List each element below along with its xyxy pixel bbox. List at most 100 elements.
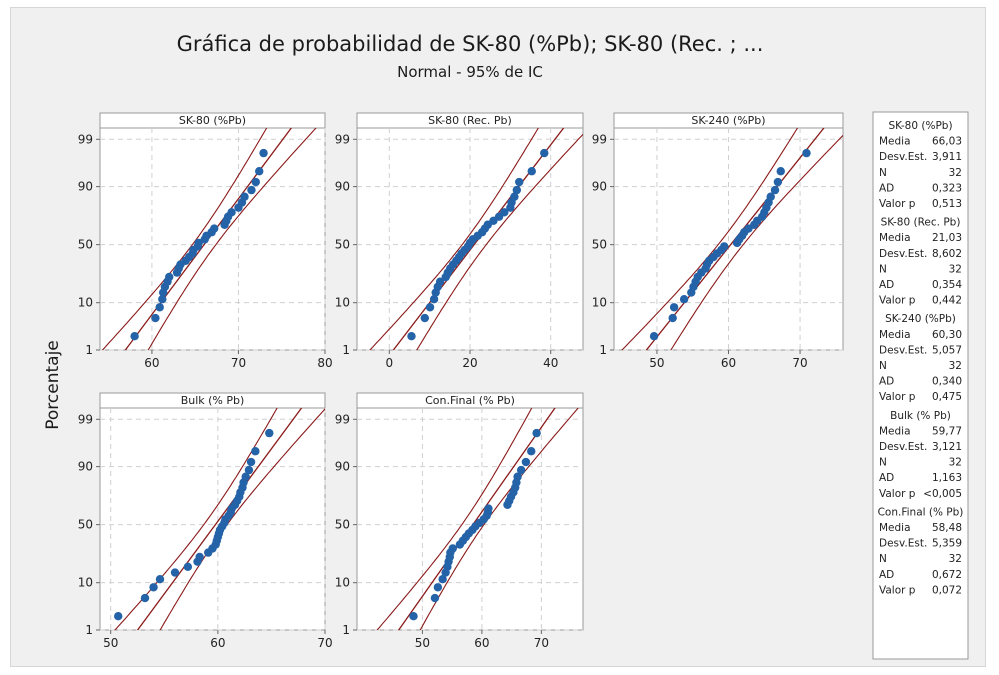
data-point — [151, 313, 160, 323]
y-tick-label: 90 — [335, 460, 350, 474]
data-point — [140, 593, 150, 603]
data-point — [527, 167, 536, 176]
legend-stat-label: AD — [879, 472, 894, 484]
chart-subtitle: Normal - 95% de IC — [397, 63, 543, 81]
legend-series-title: Bulk (% Pb) — [890, 410, 951, 422]
ci-band-upper — [376, 408, 533, 630]
y-axis-label: Porcentaje — [43, 340, 63, 430]
legend-stat-value: 0,475 — [932, 391, 962, 403]
data-point — [720, 242, 729, 251]
panel-title: SK-80 (%Pb) — [179, 114, 246, 127]
legend-stat-value: 21,03 — [932, 232, 962, 244]
data-point — [195, 552, 204, 562]
legend-stat-label: N — [879, 167, 887, 179]
panel-frame — [356, 392, 584, 631]
x-tick-label: 20 — [462, 356, 477, 370]
legend-stat-value: 5,359 — [932, 538, 962, 550]
data-point — [527, 447, 536, 456]
data-point — [241, 472, 250, 481]
x-tick-label: 40 — [543, 356, 558, 370]
data-point — [114, 612, 123, 621]
data-point — [802, 148, 811, 158]
data-point — [435, 277, 445, 286]
legend-series-title: Con.Final (% Pb) — [878, 506, 964, 518]
data-point — [669, 303, 679, 312]
y-tick-label: 1 — [599, 343, 607, 357]
y-tick-label: 1 — [85, 343, 93, 357]
y-tick-label: 1 — [342, 343, 350, 357]
y-tick-label: 10 — [592, 296, 607, 310]
y-tick-label: 90 — [335, 180, 350, 194]
panel-title: SK-80 (Rec. Pb) — [428, 114, 512, 127]
probability-panel: Con.Final (% Pb) 50 60 70 1 10 50 90 99 — [335, 392, 584, 650]
x-tick-label: 60 — [474, 636, 489, 650]
plot-area — [621, 128, 843, 350]
legend-stat-value: 5,057 — [932, 344, 962, 356]
legend-stat-label: Media — [879, 329, 911, 341]
data-point — [515, 177, 524, 187]
ci-band-upper — [101, 128, 268, 350]
data-point — [155, 574, 165, 584]
legend-stat-value: 8,602 — [932, 248, 962, 260]
legend-series-title: SK-240 (%Pb) — [885, 313, 956, 325]
legend-stat-label: Desv.Est. — [879, 441, 927, 453]
y-tick-label: 1 — [342, 623, 350, 637]
data-point — [409, 612, 418, 621]
data-point — [433, 583, 443, 592]
data-point — [247, 185, 256, 195]
y-tick-label: 50 — [335, 518, 350, 532]
y-tick-label: 99 — [78, 412, 93, 426]
x-tick-label: 70 — [534, 636, 549, 650]
legend-stat-label: Media — [879, 522, 911, 534]
data-point — [484, 504, 493, 513]
legend-stat-value: 0,513 — [932, 198, 962, 210]
legend-stat-label: Desv.Est. — [879, 344, 927, 356]
legend-stat-value: 32 — [949, 263, 962, 275]
legend-stat-label: Valor p — [879, 488, 916, 500]
x-tick-label: 0 — [385, 356, 393, 370]
legend-stat-label: AD — [879, 182, 894, 194]
data-point — [155, 303, 164, 312]
probability-panel: SK-240 (%Pb) 50 60 70 1 10 50 90 99 — [592, 112, 844, 370]
data-point — [668, 313, 677, 323]
legend-stat-value: 32 — [949, 360, 962, 372]
legend-stat-label: AD — [879, 569, 894, 581]
legend-stat-value: 66,03 — [932, 136, 962, 148]
x-tick-label: 50 — [415, 636, 430, 650]
panel-title: Con.Final (% Pb) — [425, 394, 515, 407]
data-point — [210, 224, 219, 233]
data-point — [130, 332, 139, 341]
panel-header — [356, 392, 584, 409]
legend-stat-value: 3,121 — [932, 441, 962, 453]
data-point — [194, 238, 203, 248]
fit-line — [136, 408, 303, 630]
panel-title: SK-240 (%Pb) — [691, 114, 765, 127]
data-point — [158, 294, 167, 304]
y-tick-label: 10 — [78, 576, 93, 590]
y-tick-label: 99 — [335, 132, 350, 146]
y-tick-label: 50 — [78, 518, 93, 532]
data-point — [165, 272, 174, 282]
ci-band-lower — [670, 134, 843, 350]
panel-frame — [99, 392, 326, 631]
legend-stat-label: Desv.Est. — [879, 151, 927, 163]
data-point — [766, 192, 775, 201]
legend-box — [872, 111, 969, 660]
data-point — [513, 472, 522, 481]
ci-band-lower — [416, 133, 583, 350]
data-point — [510, 192, 519, 201]
legend-stat-value: 0,323 — [932, 182, 962, 194]
legend-stat-value: 60,30 — [932, 329, 962, 341]
data-point — [448, 544, 457, 553]
panel-header — [99, 392, 326, 409]
x-tick-label: 70 — [317, 636, 332, 650]
statistics-legend: SK-80 (%Pb) Media 66,03 Desv.Est. 3,911 N 32 AD… — [872, 111, 969, 660]
y-tick-label: 90 — [78, 180, 93, 194]
ci-band-upper — [369, 128, 539, 350]
legend-stat-label: N — [879, 263, 887, 275]
y-tick-label: 90 — [78, 460, 93, 474]
legend-stat-label: Media — [879, 232, 911, 244]
legend-stat-label: Media — [879, 136, 911, 148]
